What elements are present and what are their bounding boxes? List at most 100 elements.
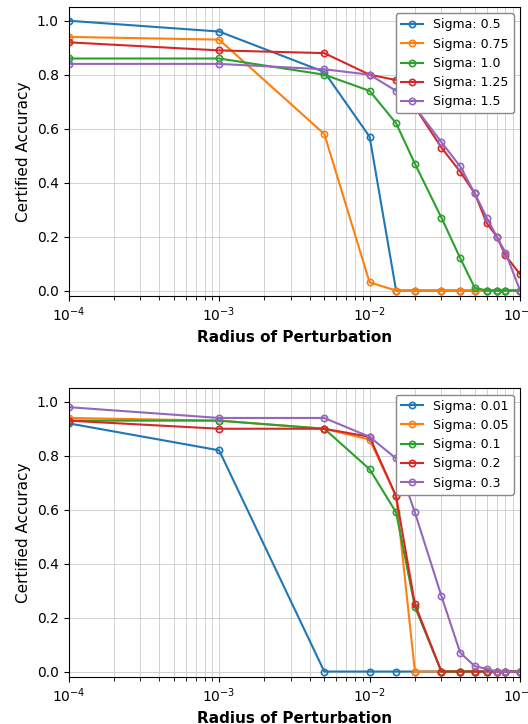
Sigma: 0.1: (0.08, 0): 0.1: (0.08, 0) [502,668,508,676]
Sigma: 0.5: (0.1, 0): 0.5: (0.1, 0) [517,286,523,295]
Sigma: 0.3: (0.0001, 0.98): 0.3: (0.0001, 0.98) [65,403,72,411]
Sigma: 0.2: (0.1, 0): 0.2: (0.1, 0) [517,668,523,676]
Sigma: 0.5: (0.04, 0): 0.5: (0.04, 0) [457,286,464,295]
Sigma: 0.3: (0.02, 0.59): 0.3: (0.02, 0.59) [412,508,418,517]
Sigma: 0.01: (0.1, 0): 0.01: (0.1, 0) [517,668,523,676]
Sigma: 1.0: (0.03, 0.27): 1.0: (0.03, 0.27) [438,214,445,222]
Sigma: 0.01: (0.02, 0): 0.01: (0.02, 0) [412,668,418,676]
Sigma: 0.3: (0.07, 0): 0.3: (0.07, 0) [494,668,500,676]
Sigma: 0.05: (0.07, 0): 0.05: (0.07, 0) [494,668,500,676]
Sigma: 0.2: (0.03, 0): 0.2: (0.03, 0) [438,668,445,676]
Sigma: 0.1: (0.1, 0): 0.1: (0.1, 0) [517,668,523,676]
Sigma: 1.25: (0.005, 0.88): 1.25: (0.005, 0.88) [321,49,327,57]
Sigma: 0.5: (0.08, 0): 0.5: (0.08, 0) [502,286,508,295]
Sigma: 0.75: (0.07, 0): 0.75: (0.07, 0) [494,286,500,295]
Sigma: 1.5: (0.04, 0.46): 1.5: (0.04, 0.46) [457,162,464,171]
Line: Sigma: 0.5: Sigma: 0.5 [65,17,523,294]
Sigma: 0.05: (0.04, 0): 0.05: (0.04, 0) [457,668,464,676]
Sigma: 1.25: (0.06, 0.25): 1.25: (0.06, 0.25) [484,219,490,227]
Sigma: 0.1: (0.0001, 0.93): 0.1: (0.0001, 0.93) [65,416,72,425]
Sigma: 1.0: (0.001, 0.86): 1.0: (0.001, 0.86) [216,54,222,63]
Legend: Sigma: 0.01, Sigma: 0.05, Sigma: 0.1, Sigma: 0.2, Sigma: 0.3: Sigma: 0.01, Sigma: 0.05, Sigma: 0.1, Si… [395,395,514,494]
Sigma: 0.05: (0.001, 0.93): 0.05: (0.001, 0.93) [216,416,222,425]
Sigma: 0.05: (0.01, 0.86): 0.05: (0.01, 0.86) [366,435,373,444]
Sigma: 0.1: (0.03, 0): 0.1: (0.03, 0) [438,668,445,676]
Line: Sigma: 0.3: Sigma: 0.3 [65,404,523,675]
Sigma: 0.3: (0.001, 0.94): 0.3: (0.001, 0.94) [216,413,222,422]
Sigma: 0.01: (0.01, 0): 0.01: (0.01, 0) [366,668,373,676]
Sigma: 0.75: (0.001, 0.93): 0.75: (0.001, 0.93) [216,35,222,44]
Sigma: 0.3: (0.015, 0.79): 0.3: (0.015, 0.79) [393,454,399,463]
X-axis label: Radius of Perturbation: Radius of Perturbation [197,329,392,345]
Sigma: 1.0: (0.01, 0.74): 1.0: (0.01, 0.74) [366,87,373,96]
Sigma: 0.05: (0.015, 0.65): 0.05: (0.015, 0.65) [393,492,399,500]
Sigma: 0.1: (0.06, 0): 0.1: (0.06, 0) [484,668,490,676]
Sigma: 1.25: (0.1, 0.06): 1.25: (0.1, 0.06) [517,270,523,279]
Sigma: 1.25: (0.02, 0.68): 1.25: (0.02, 0.68) [412,103,418,111]
Sigma: 0.75: (0.03, 0): 0.75: (0.03, 0) [438,286,445,295]
Sigma: 0.75: (0.08, 0): 0.75: (0.08, 0) [502,286,508,295]
Sigma: 1.25: (0.03, 0.53): 1.25: (0.03, 0.53) [438,143,445,152]
Sigma: 0.75: (0.1, 0): 0.75: (0.1, 0) [517,286,523,295]
Sigma: 0.1: (0.04, 0): 0.1: (0.04, 0) [457,668,464,676]
Sigma: 0.01: (0.04, 0): 0.01: (0.04, 0) [457,668,464,676]
Sigma: 0.2: (0.08, 0): 0.2: (0.08, 0) [502,668,508,676]
Sigma: 0.2: (0.05, 0): 0.2: (0.05, 0) [472,668,478,676]
Sigma: 0.05: (0.1, 0): 0.05: (0.1, 0) [517,668,523,676]
Sigma: 0.2: (0.06, 0): 0.2: (0.06, 0) [484,668,490,676]
Sigma: 1.5: (0.0001, 0.84): 1.5: (0.0001, 0.84) [65,59,72,68]
Sigma: 1.25: (0.07, 0.2): 1.25: (0.07, 0.2) [494,232,500,241]
Sigma: 0.5: (0.03, 0): 0.5: (0.03, 0) [438,286,445,295]
Sigma: 0.01: (0.03, 0): 0.01: (0.03, 0) [438,668,445,676]
Sigma: 0.2: (0.01, 0.87): 0.2: (0.01, 0.87) [366,432,373,441]
Line: Sigma: 1.0: Sigma: 1.0 [65,55,523,294]
Sigma: 1.0: (0.08, 0): 1.0: (0.08, 0) [502,286,508,295]
Sigma: 1.5: (0.07, 0.2): 1.5: (0.07, 0.2) [494,232,500,241]
Sigma: 1.0: (0.0001, 0.86): 1.0: (0.0001, 0.86) [65,54,72,63]
Sigma: 1.0: (0.02, 0.47): 1.0: (0.02, 0.47) [412,159,418,168]
Sigma: 1.5: (0.06, 0.27): 1.5: (0.06, 0.27) [484,214,490,222]
Sigma: 0.5: (0.06, 0): 0.5: (0.06, 0) [484,286,490,295]
Sigma: 0.5: (0.01, 0.57): 0.5: (0.01, 0.57) [366,132,373,141]
Sigma: 0.01: (0.001, 0.82): 0.01: (0.001, 0.82) [216,446,222,455]
Sigma: 0.3: (0.08, 0): 0.3: (0.08, 0) [502,668,508,676]
Y-axis label: Certified Accuracy: Certified Accuracy [16,463,31,603]
Sigma: 1.25: (0.08, 0.13): 1.25: (0.08, 0.13) [502,251,508,260]
Sigma: 0.1: (0.015, 0.59): 0.1: (0.015, 0.59) [393,508,399,517]
Sigma: 1.5: (0.1, 0): 1.5: (0.1, 0) [517,286,523,295]
Sigma: 1.25: (0.0001, 0.92): 1.25: (0.0001, 0.92) [65,38,72,46]
Sigma: 1.5: (0.005, 0.82): 1.5: (0.005, 0.82) [321,65,327,74]
Line: Sigma: 0.01: Sigma: 0.01 [65,420,523,675]
Sigma: 0.75: (0.06, 0): 0.75: (0.06, 0) [484,286,490,295]
Sigma: 1.0: (0.06, 0): 1.0: (0.06, 0) [484,286,490,295]
Sigma: 1.25: (0.04, 0.44): 1.25: (0.04, 0.44) [457,167,464,176]
Sigma: 1.0: (0.005, 0.8): 1.0: (0.005, 0.8) [321,70,327,79]
Sigma: 0.3: (0.005, 0.94): 0.3: (0.005, 0.94) [321,413,327,422]
Line: Sigma: 1.5: Sigma: 1.5 [65,61,523,294]
Sigma: 0.1: (0.005, 0.9): 0.1: (0.005, 0.9) [321,424,327,433]
Sigma: 1.5: (0.05, 0.36): 1.5: (0.05, 0.36) [472,189,478,198]
Sigma: 1.25: (0.05, 0.36): 1.25: (0.05, 0.36) [472,189,478,198]
Sigma: 1.25: (0.015, 0.78): 1.25: (0.015, 0.78) [393,76,399,85]
Sigma: 0.75: (0.05, 0): 0.75: (0.05, 0) [472,286,478,295]
Sigma: 0.3: (0.1, 0): 0.3: (0.1, 0) [517,668,523,676]
Sigma: 1.5: (0.015, 0.74): 1.5: (0.015, 0.74) [393,87,399,96]
Sigma: 1.0: (0.07, 0): 1.0: (0.07, 0) [494,286,500,295]
Sigma: 0.3: (0.05, 0.02): 0.3: (0.05, 0.02) [472,662,478,670]
Sigma: 0.05: (0.0001, 0.94): 0.05: (0.0001, 0.94) [65,413,72,422]
Sigma: 0.1: (0.001, 0.93): 0.1: (0.001, 0.93) [216,416,222,425]
Sigma: 1.5: (0.08, 0.14): 1.5: (0.08, 0.14) [502,248,508,257]
Sigma: 0.75: (0.005, 0.58): 0.75: (0.005, 0.58) [321,130,327,138]
Line: Sigma: 0.05: Sigma: 0.05 [65,415,523,675]
Sigma: 1.25: (0.01, 0.8): 1.25: (0.01, 0.8) [366,70,373,79]
Line: Sigma: 0.2: Sigma: 0.2 [65,418,523,675]
Sigma: 0.05: (0.02, 0): 0.05: (0.02, 0) [412,668,418,676]
Sigma: 0.5: (0.07, 0): 0.5: (0.07, 0) [494,286,500,295]
Legend: Sigma: 0.5, Sigma: 0.75, Sigma: 1.0, Sigma: 1.25, Sigma: 1.5: Sigma: 0.5, Sigma: 0.75, Sigma: 1.0, Sig… [395,14,514,114]
Sigma: 1.25: (0.001, 0.89): 1.25: (0.001, 0.89) [216,46,222,55]
Sigma: 0.5: (0.05, 0): 0.5: (0.05, 0) [472,286,478,295]
Sigma: 0.01: (0.06, 0): 0.01: (0.06, 0) [484,668,490,676]
Sigma: 0.1: (0.01, 0.75): 0.1: (0.01, 0.75) [366,465,373,473]
Sigma: 0.1: (0.02, 0.24): 0.1: (0.02, 0.24) [412,602,418,611]
Sigma: 0.2: (0.02, 0.25): 0.2: (0.02, 0.25) [412,599,418,608]
